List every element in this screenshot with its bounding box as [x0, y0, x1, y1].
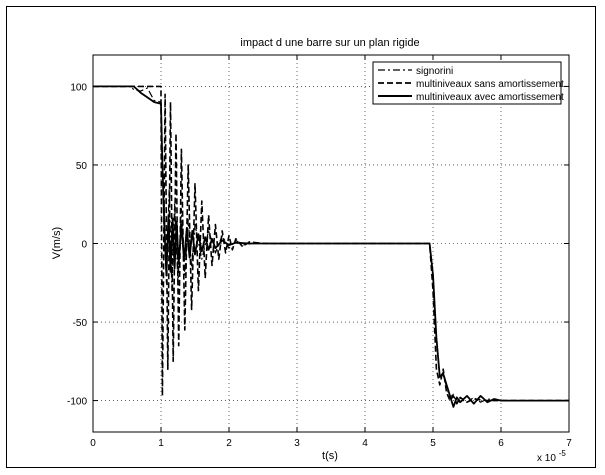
legend-label-sans-amortissement: multiniveaux sans amortissement — [416, 79, 564, 90]
x-tick-label: 7 — [566, 438, 572, 449]
x-tick-label: 1 — [158, 438, 164, 449]
axis-ticks: 0 1 2 3 4 5 6 7 100 50 0 -50 -100 — [67, 55, 572, 449]
legend: signorini multiniveaux sans amortissemen… — [372, 61, 564, 105]
y-tick-label: -100 — [67, 397, 87, 408]
y-tick-label: 100 — [70, 82, 87, 93]
x-tick-label: 6 — [498, 438, 504, 449]
y-tick-label: -50 — [73, 318, 88, 329]
x-tick-label: 2 — [226, 438, 232, 449]
x-tick-label: 3 — [294, 438, 300, 449]
x-tick-label: 5 — [430, 438, 436, 449]
legend-label-avec-amortissement: multiniveaux avec amortissement — [416, 92, 564, 103]
y-tick-label: 0 — [81, 240, 87, 251]
y-tick-label: 50 — [76, 161, 88, 172]
y-axis-label: V(m/s) — [51, 227, 63, 259]
x-exponent-superscript: -5 — [559, 449, 567, 458]
chart-title: impact d une barre sur un plan rigide — [240, 37, 419, 49]
series-layer — [93, 85, 569, 408]
x-exponent-label: x 10 -5 — [537, 449, 566, 464]
series-line-2 — [93, 85, 569, 408]
legend-box — [372, 61, 562, 105]
x-axis-label: t(s) — [322, 450, 338, 462]
legend-label-signorini: signorini — [416, 66, 453, 77]
figure-frame — [6, 6, 596, 468]
x-tick-label: 4 — [362, 438, 368, 449]
x-tick-label: 0 — [90, 438, 96, 449]
